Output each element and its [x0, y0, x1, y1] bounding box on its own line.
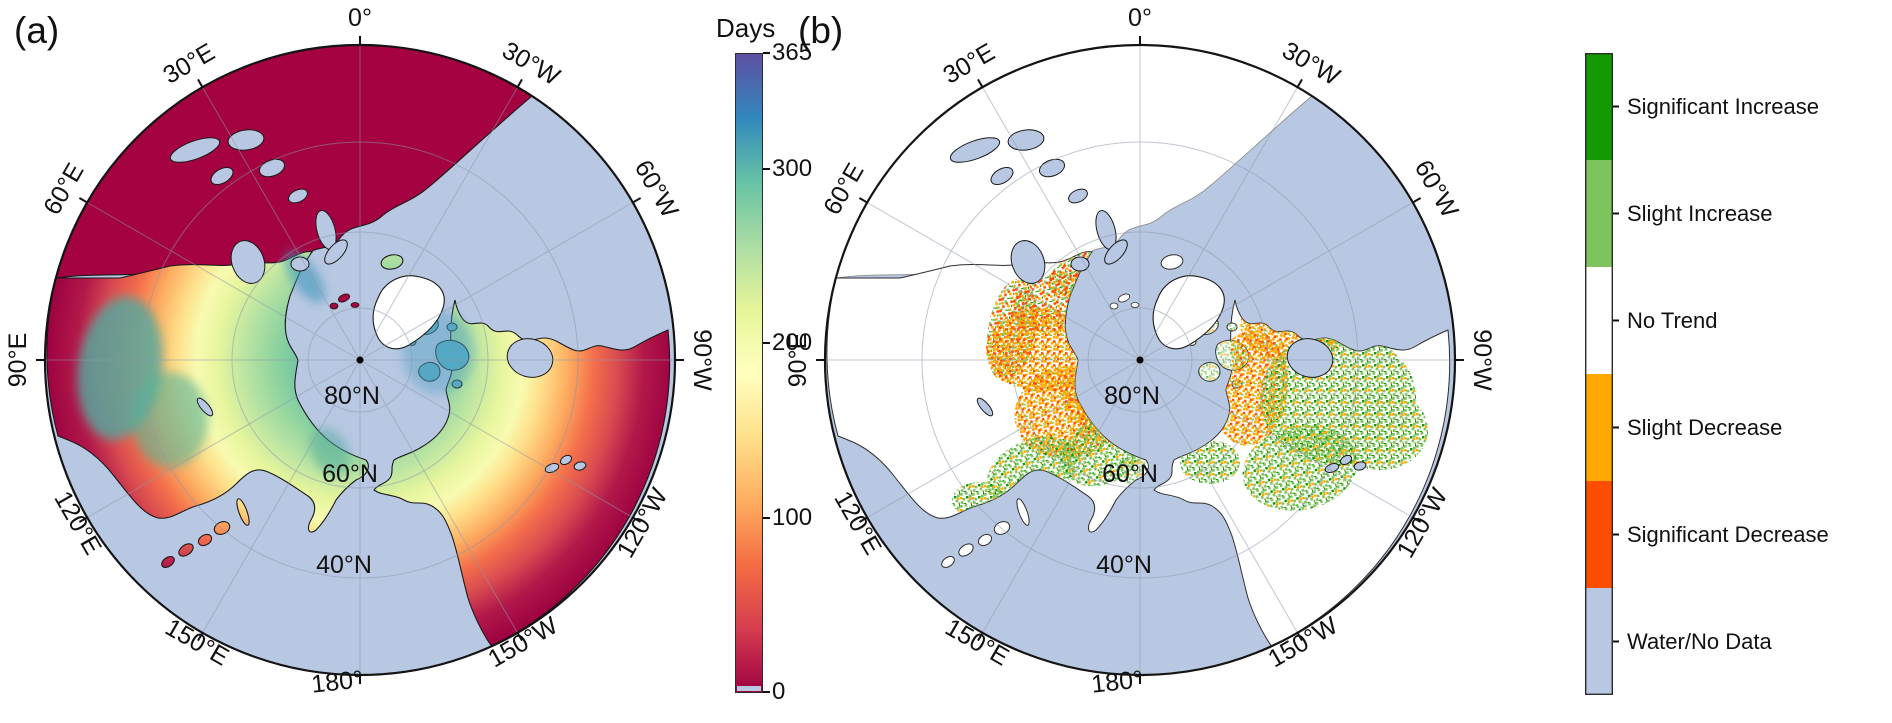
parallel-label: 60°N — [1102, 460, 1158, 488]
legend-label-significant-increase: Significant Increase — [1627, 93, 1819, 119]
legend-swatch — [1585, 481, 1613, 588]
panel-a-map: 0° 30°W 60°W 90°W 120°W 150°W 180° 150°E… — [4, 4, 716, 699]
colorbar-zero-sliver — [737, 686, 761, 691]
north-pole-dot-a — [356, 356, 364, 364]
parallel-label: 40°N — [1096, 551, 1152, 579]
legend-swatch — [1585, 588, 1613, 695]
colorbar-tick — [763, 52, 770, 54]
colorbar-tick — [763, 691, 770, 693]
legend-label-water-no-data: Water/No Data — [1627, 628, 1772, 654]
colorbar-tick — [763, 342, 770, 345]
highland-color-patches — [77, 251, 474, 477]
meridian-label: 0° — [1128, 4, 1152, 32]
colorbar-tick-label: 100 — [772, 504, 813, 532]
meridian-label: 180° — [1090, 665, 1144, 698]
trend-legend-bar — [1585, 53, 1619, 695]
panel-a-letter: (a) — [14, 10, 60, 51]
meridian-label: 90°E — [4, 333, 32, 387]
north-pole-dot-b — [1136, 356, 1144, 364]
parallel-label: 80°N — [324, 382, 380, 410]
colorbar-tick-label: 0 — [772, 678, 786, 705]
legend-swatch — [1585, 267, 1613, 374]
legend-label-significant-decrease: Significant Decrease — [1627, 521, 1829, 547]
colorbar-title: Days — [716, 13, 776, 43]
panel-b-letter: (b) — [798, 10, 844, 51]
meridian-label: 0° — [348, 4, 372, 32]
meridian-label: 90°E — [784, 333, 812, 387]
meridian-label: 90°W — [688, 329, 716, 391]
legend-label-slight-increase: Slight Increase — [1627, 200, 1773, 226]
meridian-label: 90°W — [1468, 329, 1496, 391]
colorbar — [735, 53, 763, 693]
legend-swatch — [1585, 160, 1613, 267]
parallel-labels-b: 80°N 60°N 40°N — [1096, 382, 1160, 579]
legend-swatch — [1585, 374, 1613, 481]
meridian-label: 180° — [310, 665, 364, 698]
legend-border — [1585, 53, 1614, 695]
colorbar-tick — [763, 167, 770, 170]
colorbar-tick — [763, 517, 770, 520]
colorbar-tick-label: 365 — [772, 39, 813, 66]
panel-b-map: 0° 30°W 60°W 90°W 120°W 150°W 180° 150°E… — [784, 4, 1496, 699]
parallel-labels-a: 80°N 60°N 40°N — [316, 382, 380, 579]
legend-label-no-trend: No Trend — [1627, 307, 1718, 333]
parallel-label: 40°N — [316, 551, 372, 579]
parallel-label: 80°N — [1104, 382, 1160, 410]
legend-swatch — [1585, 53, 1613, 160]
legend-label-slight-decrease: Slight Decrease — [1627, 414, 1783, 440]
colorbar-tick-label: 200 — [772, 329, 813, 357]
colorbar-tick-label: 300 — [772, 154, 813, 182]
parallel-label: 60°N — [322, 460, 378, 488]
